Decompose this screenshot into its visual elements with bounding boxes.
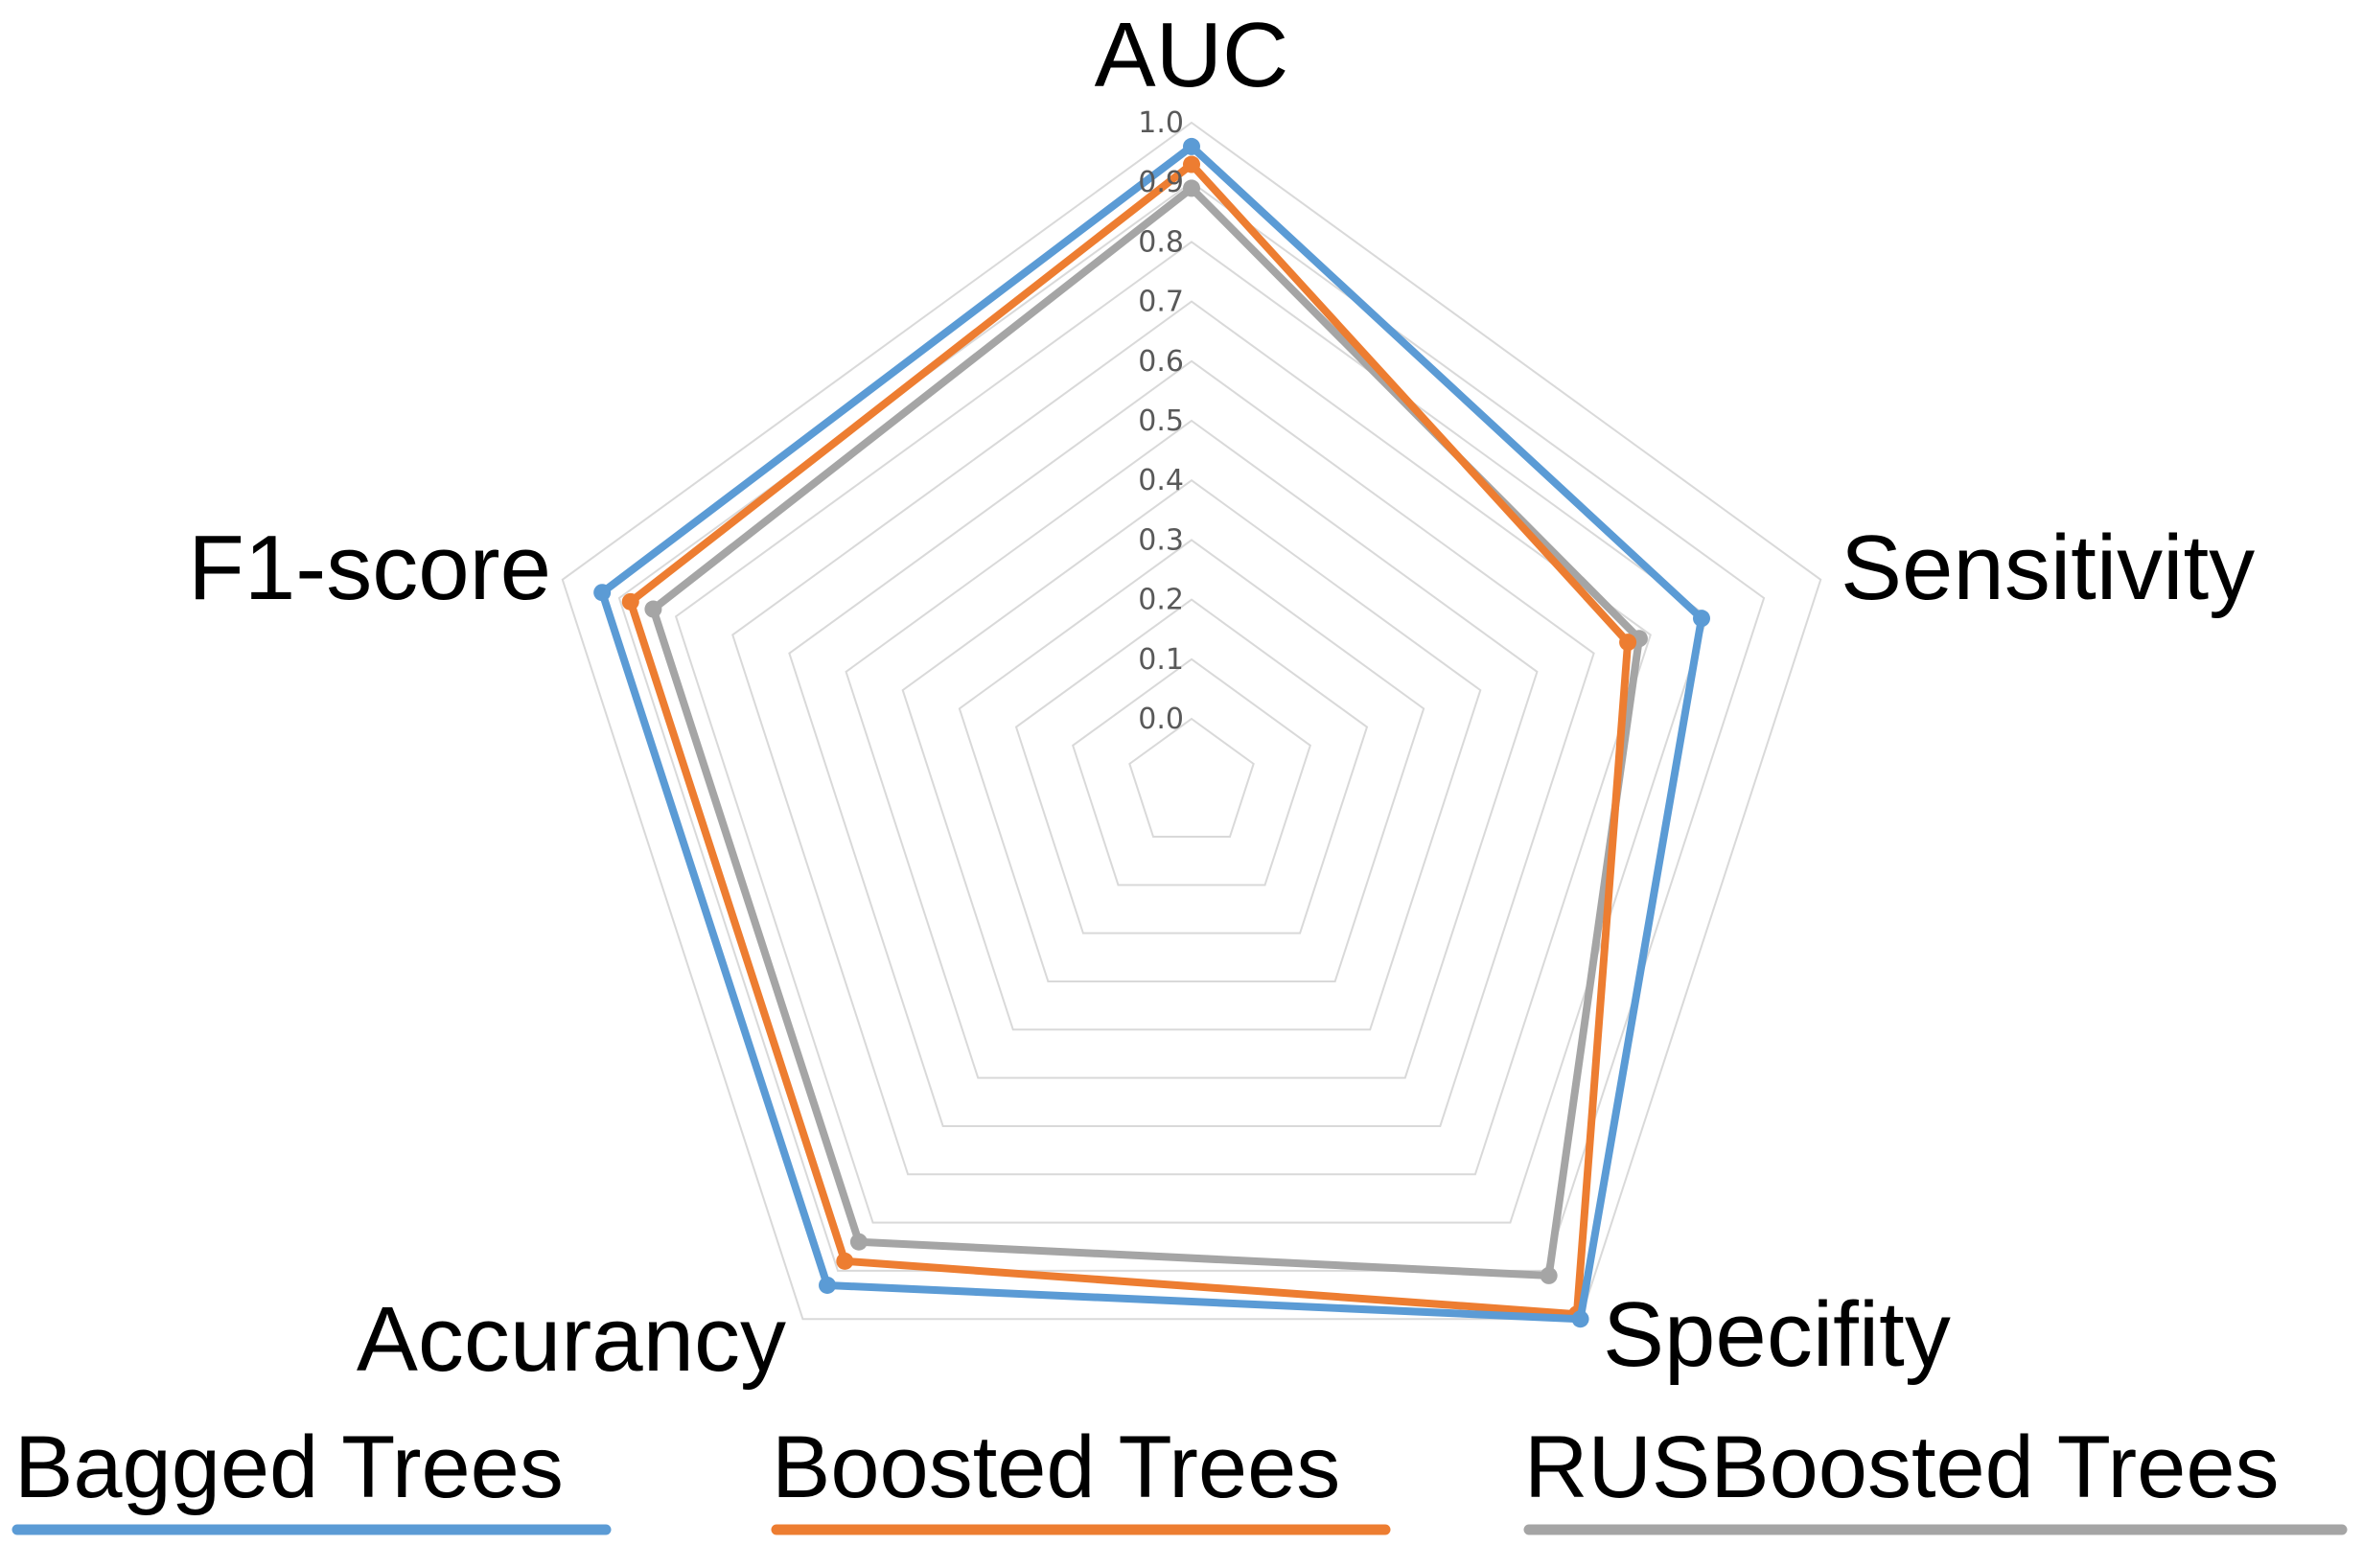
tick-label-8: 0.8 bbox=[1138, 225, 1184, 259]
legend-item-rusboosted-trees: RUSBoosted Trees bbox=[1523, 1418, 2348, 1535]
series-0-point-0 bbox=[1183, 137, 1200, 155]
grid-ring-6 bbox=[788, 359, 1595, 1127]
radar-grid bbox=[561, 121, 1822, 1321]
grid-ring-2 bbox=[1014, 598, 1369, 934]
tick-label-1: 0.1 bbox=[1138, 643, 1184, 677]
series-1-point-1 bbox=[1619, 634, 1637, 652]
series-line-2 bbox=[649, 184, 1643, 1280]
series-2-point-4 bbox=[644, 600, 662, 618]
series-layer bbox=[593, 137, 1711, 1328]
grid-ring-0 bbox=[1128, 717, 1255, 839]
series-0-point-4 bbox=[593, 584, 612, 602]
legend-item-bagged-trees: Bagged Trees bbox=[12, 1418, 612, 1535]
series-line-0 bbox=[598, 142, 1706, 1324]
series-0-point-2 bbox=[1571, 1310, 1589, 1328]
grid-ring-7 bbox=[731, 300, 1652, 1176]
grid-ring-4 bbox=[901, 478, 1482, 1031]
axis-label-sensitivity: Sensitivity bbox=[1841, 517, 2255, 619]
tick-label-9: 0.9 bbox=[1138, 166, 1184, 199]
grid-ring-5 bbox=[845, 419, 1539, 1079]
legend: Bagged Trees Boosted Trees RUSBoosted Tr… bbox=[12, 1418, 2348, 1535]
axis-labels: AUC Sensitivity Specifity Accurancy F1-s… bbox=[188, 4, 2255, 1391]
series-2-point-0 bbox=[1183, 179, 1200, 197]
legend-label-bagged-trees: Bagged Trees bbox=[14, 1418, 564, 1516]
series-0-point-3 bbox=[819, 1276, 837, 1294]
tick-label-0: 0.0 bbox=[1138, 703, 1184, 736]
axis-label-auc: AUC bbox=[1095, 4, 1289, 106]
axis-label-accurancy: Accurancy bbox=[357, 1288, 786, 1391]
legend-label-boosted-trees: Boosted Trees bbox=[772, 1418, 1340, 1516]
series-0-point-1 bbox=[1693, 610, 1711, 628]
grid-ring-9 bbox=[617, 180, 1766, 1272]
tick-label-3: 0.3 bbox=[1138, 523, 1184, 557]
series-2-point-2 bbox=[1540, 1266, 1558, 1284]
axis-label-specifity: Specifity bbox=[1603, 1283, 1951, 1386]
grid-ring-10 bbox=[561, 121, 1822, 1321]
grid-ring-1 bbox=[1071, 657, 1312, 887]
legend-item-boosted-trees: Boosted Trees bbox=[771, 1418, 1391, 1535]
axis-label-f1-score: F1-score bbox=[188, 517, 551, 619]
tick-label-2: 0.2 bbox=[1138, 584, 1184, 617]
grid-ring-3 bbox=[958, 539, 1425, 982]
tick-label-5: 0.5 bbox=[1138, 404, 1184, 438]
grid-ring-8 bbox=[674, 241, 1709, 1224]
tick-labels: 0.0 0.1 0.2 0.3 0.4 0.5 0.6 0.7 0.8 0.9 1.0 bbox=[1138, 106, 1184, 736]
series-line-1 bbox=[626, 160, 1633, 1319]
series-0 bbox=[593, 137, 1711, 1328]
tick-label-6: 0.6 bbox=[1138, 345, 1184, 379]
series-1-point-0 bbox=[1183, 155, 1200, 173]
series-1-point-4 bbox=[621, 592, 639, 611]
tick-label-7: 0.7 bbox=[1138, 286, 1184, 319]
series-2-point-3 bbox=[849, 1233, 868, 1251]
tick-label-4: 0.4 bbox=[1138, 464, 1184, 497]
series-2 bbox=[644, 179, 1648, 1284]
tick-label-10: 1.0 bbox=[1138, 106, 1184, 140]
legend-label-rusboosted-trees: RUSBoosted Trees bbox=[1524, 1418, 2279, 1516]
series-1-point-3 bbox=[836, 1252, 854, 1270]
